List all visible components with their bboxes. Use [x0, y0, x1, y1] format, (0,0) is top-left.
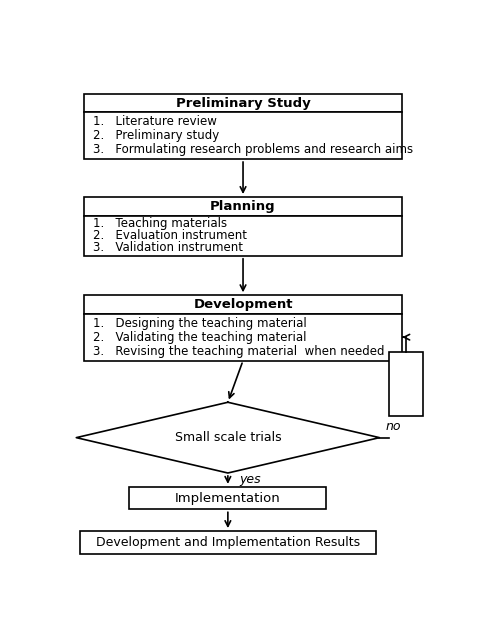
Text: Small scale trials: Small scale trials — [174, 431, 281, 444]
Text: Implementation: Implementation — [175, 491, 280, 505]
Text: Planning: Planning — [210, 200, 275, 212]
Text: 1.   Literature review: 1. Literature review — [93, 115, 217, 128]
FancyBboxPatch shape — [84, 94, 401, 112]
Text: 1.   Teaching materials: 1. Teaching materials — [93, 217, 227, 230]
Text: Development and Implementation Results: Development and Implementation Results — [96, 536, 359, 549]
Text: 2.   Preliminary study: 2. Preliminary study — [93, 130, 219, 142]
FancyBboxPatch shape — [84, 314, 401, 360]
FancyBboxPatch shape — [84, 112, 401, 159]
FancyBboxPatch shape — [84, 295, 401, 314]
FancyBboxPatch shape — [129, 487, 326, 509]
FancyBboxPatch shape — [84, 197, 401, 216]
FancyBboxPatch shape — [388, 352, 422, 415]
Text: yes: yes — [239, 473, 260, 486]
FancyBboxPatch shape — [84, 216, 401, 256]
FancyBboxPatch shape — [80, 531, 375, 554]
Text: Preliminary Study: Preliminary Study — [175, 96, 310, 110]
Text: no: no — [385, 420, 400, 433]
Text: 3.   Validation instrument: 3. Validation instrument — [93, 241, 243, 255]
Text: 2.   Evaluation instrument: 2. Evaluation instrument — [93, 229, 247, 242]
Text: 2.   Validating the teaching material: 2. Validating the teaching material — [93, 330, 306, 344]
Text: 3.   Revising the teaching material  when needed: 3. Revising the teaching material when n… — [93, 345, 384, 358]
Text: 1.   Designing the teaching material: 1. Designing the teaching material — [93, 316, 306, 330]
Text: 3.   Formulating research problems and research aims: 3. Formulating research problems and res… — [93, 144, 413, 156]
Text: Development: Development — [193, 298, 292, 311]
